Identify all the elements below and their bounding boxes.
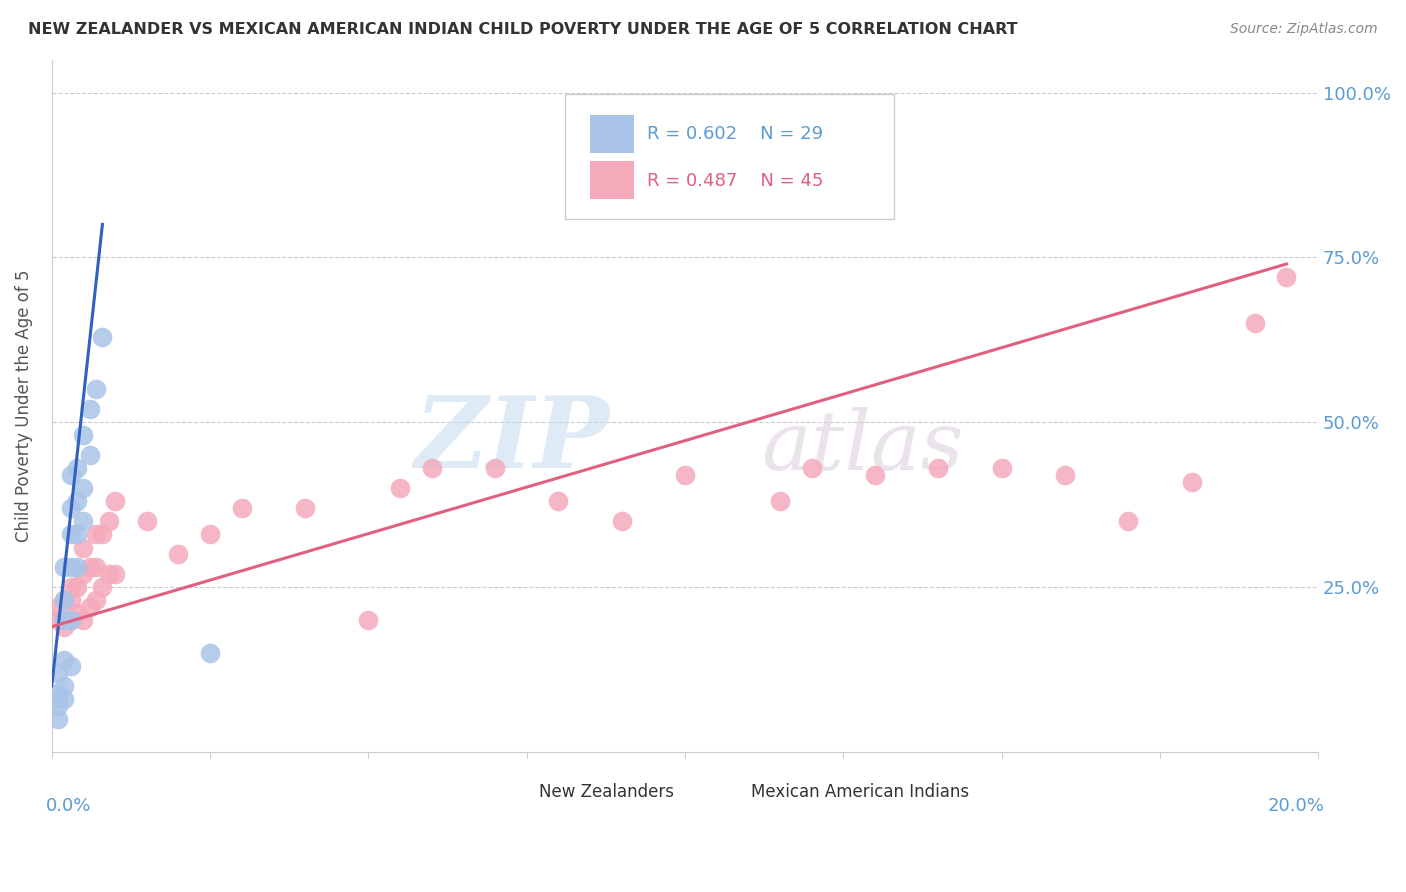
Point: [59, 527, 82, 541]
Point: [53, 613, 76, 627]
Point: [53, 620, 76, 634]
Point: [72, 481, 94, 495]
Point: [53, 593, 76, 607]
Point: [673, 467, 696, 482]
Point: [1243, 316, 1265, 330]
Text: 20.0%: 20.0%: [1268, 797, 1324, 815]
Point: [484, 461, 506, 475]
Point: [231, 500, 253, 515]
Y-axis label: Child Poverty Under the Age of 5: Child Poverty Under the Age of 5: [15, 269, 32, 542]
Point: [420, 461, 443, 475]
Point: [46, 613, 69, 627]
Point: [46, 712, 69, 726]
Point: [294, 500, 316, 515]
Point: [104, 566, 127, 581]
Point: [66, 607, 89, 621]
Point: [66, 560, 89, 574]
Text: New Zealanders: New Zealanders: [540, 783, 675, 801]
Bar: [591, 115, 634, 153]
Point: [53, 560, 76, 574]
Point: [1275, 270, 1298, 285]
Point: [79, 402, 101, 417]
Point: [1180, 475, 1202, 489]
Point: [547, 494, 569, 508]
Point: [46, 685, 69, 699]
Point: [91, 329, 114, 343]
Point: [59, 659, 82, 673]
Point: [59, 467, 82, 482]
Point: [46, 698, 69, 713]
Point: [990, 461, 1012, 475]
Point: [91, 580, 114, 594]
Point: [59, 500, 82, 515]
Point: [84, 382, 107, 396]
Point: [800, 461, 823, 475]
Text: 0.0%: 0.0%: [45, 797, 91, 815]
Point: [72, 541, 94, 555]
Point: [167, 547, 190, 561]
Text: Source: ZipAtlas.com: Source: ZipAtlas.com: [1230, 22, 1378, 37]
FancyBboxPatch shape: [565, 95, 894, 219]
Point: [97, 514, 120, 528]
Bar: [591, 161, 634, 200]
Text: Mexican American Indians: Mexican American Indians: [751, 783, 969, 801]
Point: [79, 448, 101, 462]
Point: [59, 593, 82, 607]
Point: [610, 514, 633, 528]
Point: [769, 494, 792, 508]
Point: [53, 692, 76, 706]
Point: [66, 580, 89, 594]
Point: [66, 494, 89, 508]
Text: ZIP: ZIP: [413, 392, 609, 489]
Point: [53, 679, 76, 693]
Point: [53, 593, 76, 607]
Point: [91, 527, 114, 541]
Point: [198, 646, 221, 660]
Text: R = 0.602    N = 29: R = 0.602 N = 29: [647, 126, 823, 144]
Point: [72, 428, 94, 442]
Point: [72, 566, 94, 581]
Point: [66, 527, 89, 541]
Text: R = 0.487    N = 45: R = 0.487 N = 45: [647, 172, 824, 190]
Point: [46, 599, 69, 614]
Point: [357, 613, 380, 627]
Point: [59, 613, 82, 627]
Point: [135, 514, 157, 528]
Point: [72, 613, 94, 627]
Point: [84, 527, 107, 541]
Point: [79, 599, 101, 614]
Point: [66, 461, 89, 475]
Point: [59, 580, 82, 594]
Point: [59, 560, 82, 574]
Point: [46, 665, 69, 680]
Point: [863, 467, 886, 482]
Bar: [710, 780, 742, 804]
Point: [388, 481, 411, 495]
Point: [1116, 514, 1139, 528]
Point: [84, 593, 107, 607]
Point: [927, 461, 949, 475]
Point: [79, 560, 101, 574]
Text: atlas: atlas: [761, 408, 963, 487]
Point: [84, 560, 107, 574]
Text: NEW ZEALANDER VS MEXICAN AMERICAN INDIAN CHILD POVERTY UNDER THE AGE OF 5 CORREL: NEW ZEALANDER VS MEXICAN AMERICAN INDIAN…: [28, 22, 1018, 37]
Point: [46, 692, 69, 706]
Bar: [502, 780, 533, 804]
Point: [198, 527, 221, 541]
Point: [53, 652, 76, 666]
Point: [1053, 467, 1076, 482]
Point: [72, 514, 94, 528]
Point: [104, 494, 127, 508]
Point: [59, 613, 82, 627]
Point: [97, 566, 120, 581]
